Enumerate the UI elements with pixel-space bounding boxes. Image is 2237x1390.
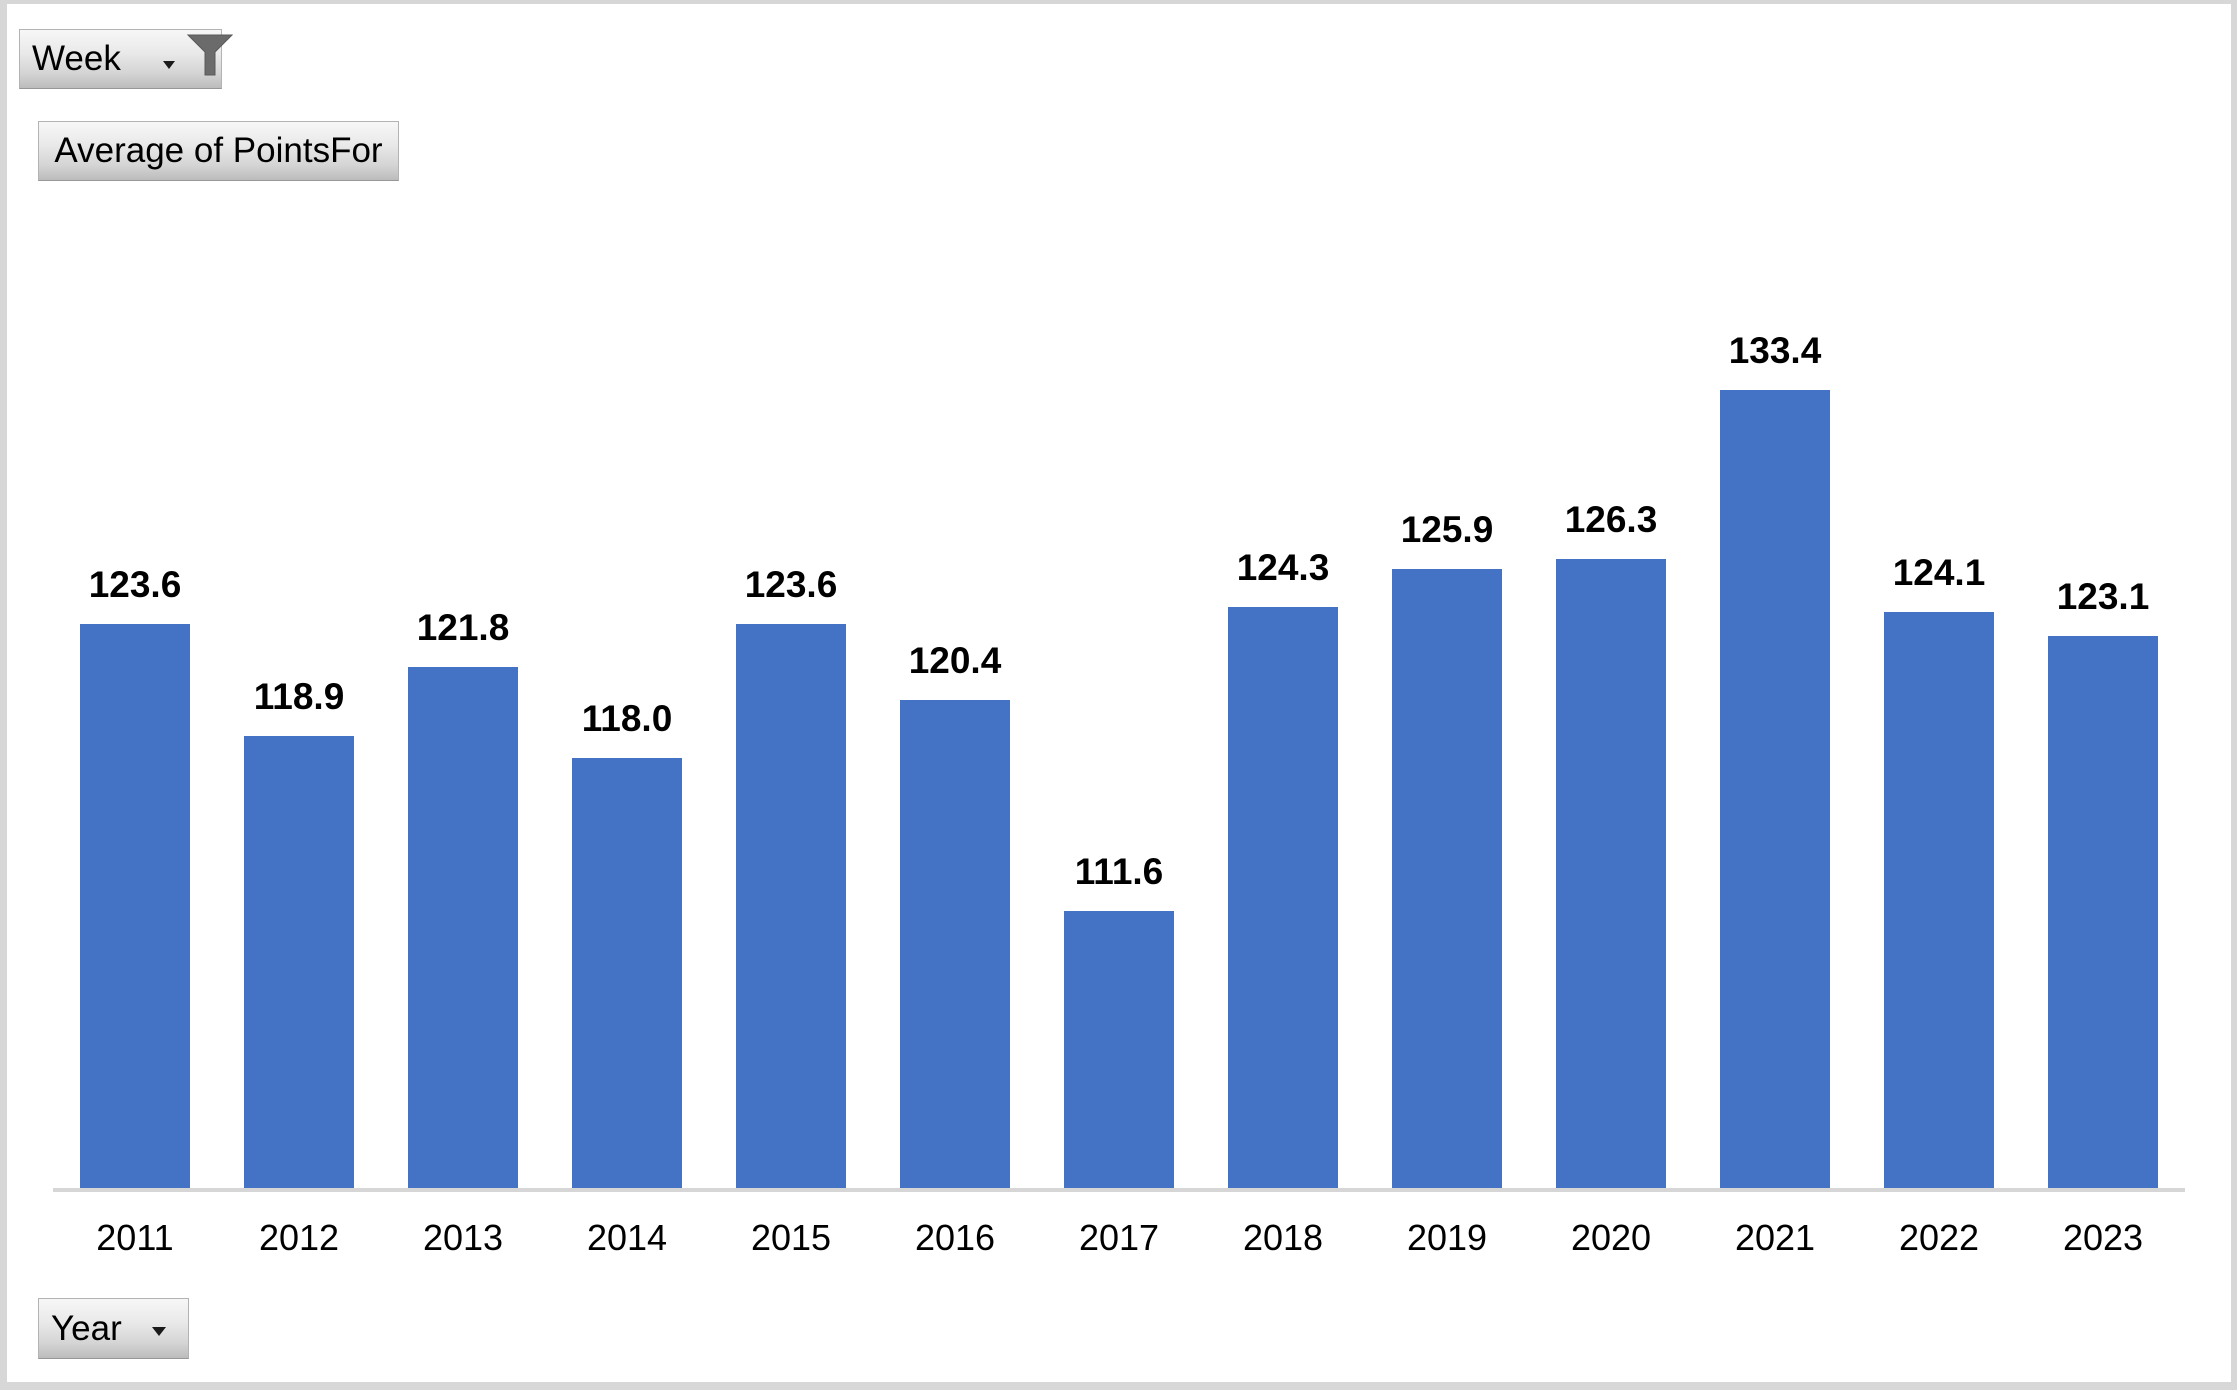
bar-2019 bbox=[1392, 569, 1502, 1188]
bar-2014 bbox=[572, 758, 682, 1188]
value-field-label: Average of PointsFor bbox=[54, 131, 383, 170]
x-axis-label-2023: 2023 bbox=[2062, 1217, 2144, 1258]
filter-field-button-week[interactable]: Week bbox=[19, 29, 233, 89]
data-label-2016: 120.4 bbox=[908, 640, 1002, 682]
x-axis-labels: 2011 2012 2013 2014 2015 2016 2017 2018 2019 2020… bbox=[53, 1216, 2185, 1259]
bar-2016 bbox=[900, 700, 1010, 1188]
data-label-2019: 125.9 bbox=[1400, 509, 1494, 551]
x-axis-label-2016: 2016 bbox=[914, 1217, 996, 1258]
bar-slot-2012: 118.9 bbox=[217, 232, 381, 1188]
bar-2013 bbox=[408, 667, 518, 1188]
bar-2021 bbox=[1720, 390, 1830, 1188]
data-label-2023: 123.1 bbox=[2056, 576, 2150, 618]
value-field-button[interactable]: Average of PointsFor bbox=[38, 121, 399, 181]
bar-2022 bbox=[1884, 612, 1994, 1188]
data-label-2013: 121.8 bbox=[416, 607, 510, 649]
bar-2017 bbox=[1064, 911, 1174, 1188]
x-axis-label-2014: 2014 bbox=[586, 1217, 668, 1258]
bar-2023 bbox=[2048, 636, 2158, 1188]
x-axis-label-2015: 2015 bbox=[750, 1217, 832, 1258]
bar-slot-2017: 111.6 bbox=[1037, 232, 1201, 1188]
bar-slot-2013: 121.8 bbox=[381, 232, 545, 1188]
bar-slot-2011: 123.6 bbox=[53, 232, 217, 1188]
data-label-2012: 118.9 bbox=[253, 676, 345, 718]
data-label-2022: 124.1 bbox=[1892, 552, 1986, 594]
data-label-2018: 124.3 bbox=[1236, 547, 1330, 589]
x-axis-label-2011: 2011 bbox=[96, 1217, 174, 1258]
data-label-2020: 126.3 bbox=[1564, 499, 1658, 541]
bar-slot-2019: 125.9 bbox=[1365, 232, 1529, 1188]
x-axis-label-2013: 2013 bbox=[422, 1217, 504, 1258]
data-label-2017: 111.6 bbox=[1074, 851, 1164, 893]
x-axis-label-2021: 2021 bbox=[1734, 1217, 1816, 1258]
bar-2020 bbox=[1556, 559, 1666, 1188]
x-axis-line bbox=[53, 1188, 2185, 1192]
filter-field-label: Week bbox=[32, 39, 121, 78]
bar-2018 bbox=[1228, 607, 1338, 1188]
bar-slot-2022: 124.1 bbox=[1857, 232, 2021, 1188]
bar-2015 bbox=[736, 624, 846, 1188]
bar-slot-2014: 118.0 bbox=[545, 232, 709, 1188]
data-label-2011: 123.6 bbox=[88, 564, 182, 606]
axis-field-button-year[interactable]: Year bbox=[38, 1298, 189, 1359]
data-label-2015: 123.6 bbox=[744, 564, 838, 606]
x-axis-label-2018: 2018 bbox=[1242, 1217, 1324, 1258]
axis-field-label: Year bbox=[51, 1308, 122, 1348]
x-axis-label-2017: 2017 bbox=[1078, 1217, 1160, 1258]
x-axis-label-2020: 2020 bbox=[1570, 1217, 1652, 1258]
bar-slot-2016: 120.4 bbox=[873, 232, 1037, 1188]
bar-slot-2018: 124.3 bbox=[1201, 232, 1365, 1188]
x-axis-label-2022: 2022 bbox=[1898, 1217, 1980, 1258]
x-axis-label-2012: 2012 bbox=[258, 1217, 340, 1258]
bar-slot-2021: 133.4 bbox=[1693, 232, 1857, 1188]
x-axis-label-2019: 2019 bbox=[1406, 1217, 1488, 1258]
chevron-down-icon bbox=[162, 61, 175, 69]
filter-funnel-icon bbox=[186, 34, 233, 76]
bar-slot-2020: 126.3 bbox=[1529, 232, 1693, 1188]
plot-area: 123.6 118.9 121.8 118.0 123.6 120.4 111.6 124.3… bbox=[53, 232, 2185, 1188]
data-label-2014: 118.0 bbox=[581, 698, 673, 740]
data-label-2021: 133.4 bbox=[1728, 330, 1822, 372]
bar-slot-2015: 123.6 bbox=[709, 232, 873, 1188]
bar-2011 bbox=[80, 624, 190, 1188]
chevron-down-icon bbox=[152, 1327, 166, 1336]
bar-slot-2023: 123.1 bbox=[2021, 232, 2185, 1188]
bar-2012 bbox=[244, 736, 354, 1188]
